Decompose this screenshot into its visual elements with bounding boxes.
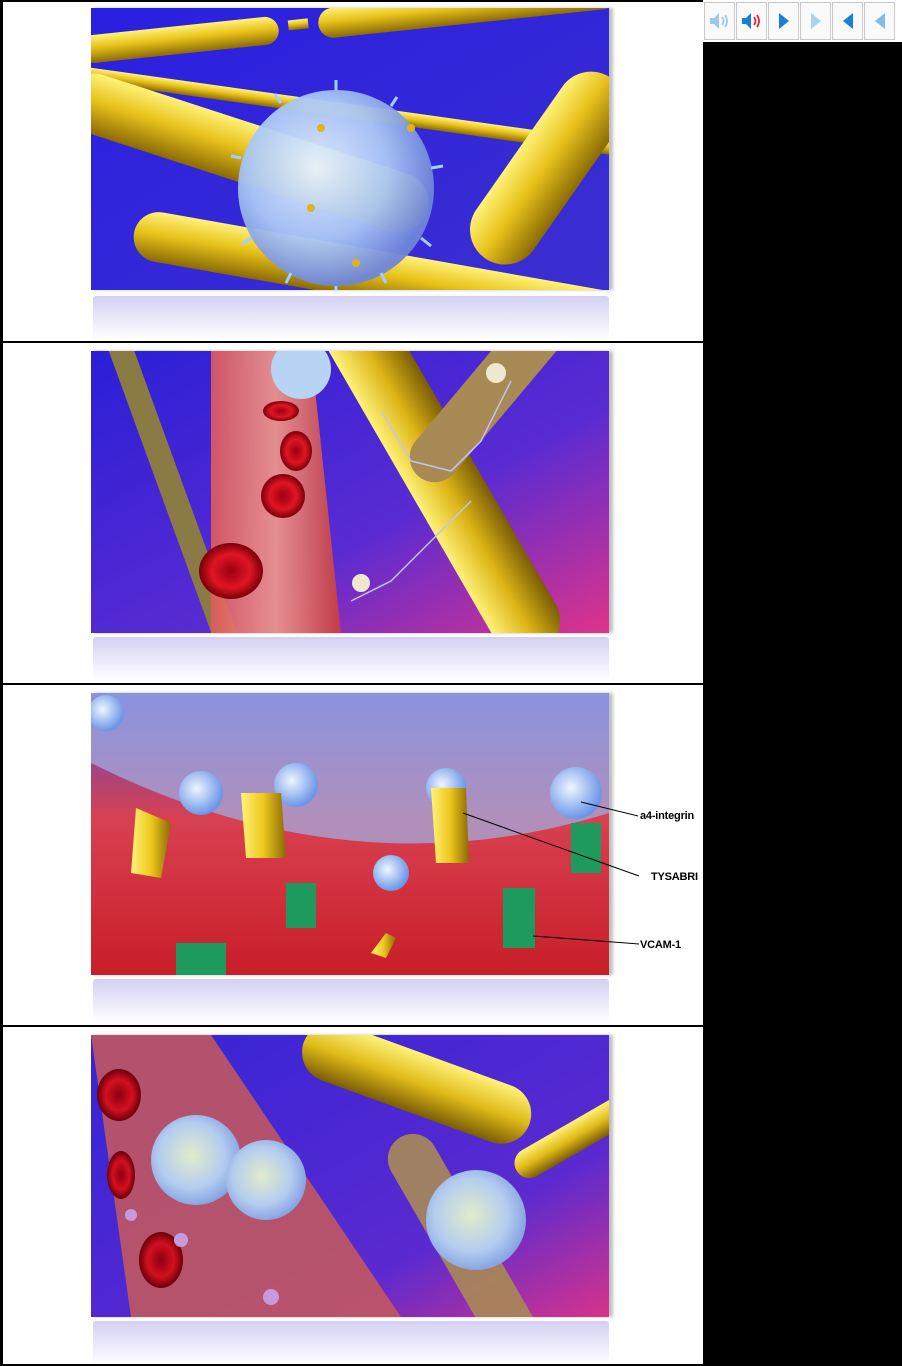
callout-label-tysabri: TYSABRI	[651, 871, 698, 883]
media-toolbar	[703, 0, 902, 42]
callout-label-a4-integrin: a4-integrin	[640, 810, 695, 822]
frame-reflection-3	[93, 979, 609, 1023]
mute-audio-button[interactable]	[704, 2, 735, 40]
speaker-on-icon	[741, 13, 760, 29]
storyboard-panel-1	[3, 2, 703, 343]
animation-frame-4	[91, 1035, 609, 1317]
storyboard-panel-2	[3, 343, 703, 685]
last-slide-button[interactable]	[800, 2, 831, 40]
animation-frame-2	[91, 351, 609, 633]
animation-frame-1	[91, 8, 609, 290]
right-sidebar	[703, 0, 902, 1366]
previous-slide-button[interactable]	[832, 2, 863, 40]
next-slide-button[interactable]	[768, 2, 799, 40]
play-right-icon	[778, 13, 789, 29]
frame-reflection-2	[93, 637, 609, 681]
play-left-icon	[842, 13, 853, 29]
play-audio-button[interactable]	[736, 2, 767, 40]
storyboard: a4-integrin TYSABRI VCAM-1	[0, 0, 703, 1366]
callout-label-vcam-1: VCAM-1	[640, 939, 681, 951]
speaker-muted-icon	[709, 13, 728, 29]
frame-reflection-1	[93, 296, 609, 340]
back-disabled-icon	[874, 13, 885, 29]
forward-disabled-icon	[810, 13, 821, 29]
storyboard-panel-3: a4-integrin TYSABRI VCAM-1	[3, 685, 703, 1027]
animation-frame-3	[91, 693, 609, 975]
frame-reflection-4	[93, 1321, 609, 1365]
storyboard-panel-4	[3, 1027, 703, 1366]
first-slide-button[interactable]	[864, 2, 895, 40]
